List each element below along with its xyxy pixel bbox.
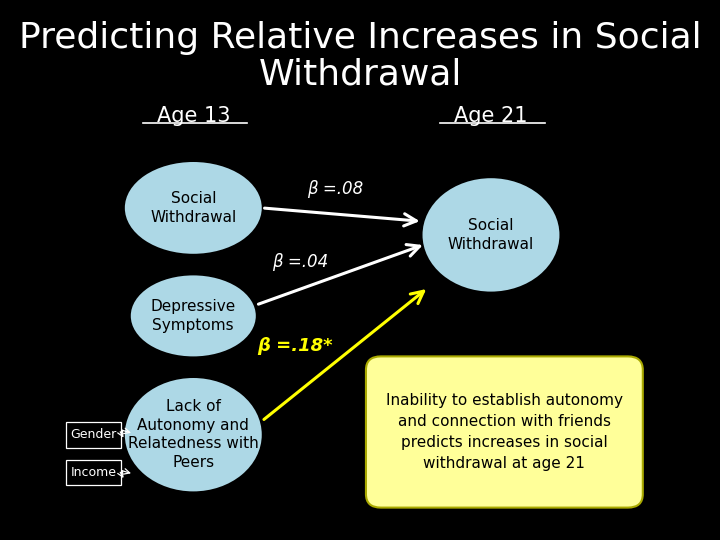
Text: Age 13: Age 13 — [156, 106, 230, 126]
Text: Income: Income — [71, 466, 117, 479]
Text: β =.04: β =.04 — [272, 253, 328, 271]
Text: β =.18*: β =.18* — [257, 336, 332, 355]
Text: Predicting Relative Increases in Social: Predicting Relative Increases in Social — [19, 21, 701, 55]
FancyBboxPatch shape — [366, 356, 643, 508]
Text: Gender: Gender — [71, 428, 117, 441]
Text: Age 21: Age 21 — [454, 106, 528, 126]
Ellipse shape — [125, 378, 262, 491]
Text: Withdrawal: Withdrawal — [258, 58, 462, 91]
Text: β =.08: β =.08 — [307, 180, 363, 198]
Text: Lack of
Autonomy and
Relatedness with
Peers: Lack of Autonomy and Relatedness with Pe… — [128, 399, 258, 470]
Text: Social
Withdrawal: Social Withdrawal — [150, 191, 236, 225]
Text: Inability to establish autonomy
and connection with friends
predicts increases i: Inability to establish autonomy and conn… — [386, 393, 623, 471]
Text: Depressive
Symptoms: Depressive Symptoms — [150, 299, 236, 333]
Ellipse shape — [125, 162, 262, 254]
Text: Social
Withdrawal: Social Withdrawal — [448, 218, 534, 252]
Ellipse shape — [423, 178, 559, 292]
Ellipse shape — [131, 275, 256, 356]
